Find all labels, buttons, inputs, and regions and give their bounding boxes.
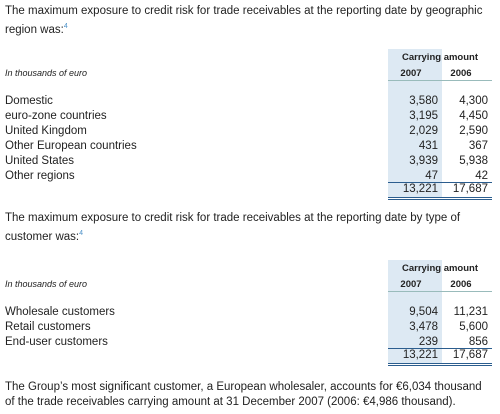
- total-value: 13,221: [402, 349, 438, 361]
- cell-value: 5,938: [459, 155, 488, 167]
- column-header: 2006: [450, 279, 472, 290]
- rule: [388, 182, 492, 183]
- total-value: 13,221: [402, 183, 438, 195]
- total-value: 17,687: [452, 183, 488, 195]
- rule: [388, 348, 492, 349]
- column-header: 2007: [400, 68, 422, 79]
- rule: [388, 80, 492, 81]
- unit-label: In thousands of euro: [5, 68, 88, 78]
- cell-value: 239: [418, 336, 438, 348]
- cell-value: 47: [425, 170, 438, 182]
- rule: [388, 363, 492, 364]
- rule: [388, 199, 492, 200]
- row-label: Domestic: [5, 95, 53, 107]
- rule: [388, 197, 492, 198]
- column-highlight: [388, 49, 442, 198]
- cell-value: 367: [468, 140, 488, 152]
- paragraph: The maximum exposure to credit risk for …: [5, 211, 493, 245]
- column-header: 2006: [450, 68, 472, 79]
- unit-label: In thousands of euro: [5, 279, 88, 289]
- text: The Group’s most significant customer, a…: [5, 381, 482, 408]
- row-label: End-user customers: [5, 336, 108, 348]
- column-highlight: [388, 260, 442, 364]
- cell-value: 3,580: [409, 95, 438, 107]
- cell-value: 3,195: [409, 110, 438, 122]
- total-value: 17,687: [452, 349, 488, 361]
- cell-value: 42: [475, 170, 488, 182]
- cell-value: 5,600: [459, 321, 488, 333]
- cell-value: 4,450: [459, 110, 488, 122]
- cell-value: 11,231: [453, 306, 488, 318]
- footnote: 4: [79, 230, 84, 237]
- cell-value: 4,300: [459, 95, 488, 107]
- paragraph: The maximum exposure to credit risk for …: [5, 4, 493, 38]
- text: The maximum exposure to credit risk for …: [5, 212, 461, 243]
- cell-value: 3,939: [409, 155, 438, 167]
- row-label: United Kingdom: [5, 125, 87, 137]
- footnote: 4: [63, 23, 68, 30]
- cell-value: 2,029: [409, 125, 438, 137]
- cell-value: 856: [468, 336, 488, 348]
- table-header: Carrying amount: [401, 52, 478, 63]
- cell-value: 9,504: [409, 306, 438, 318]
- table-header: Carrying amount: [401, 263, 478, 274]
- row-label: Wholesale customers: [5, 306, 115, 318]
- row-label: euro-zone countries: [5, 110, 107, 122]
- row-label: Other regions: [5, 170, 75, 182]
- row-label: Other European countries: [5, 140, 137, 152]
- text: The maximum exposure to credit risk for …: [5, 5, 483, 36]
- row-label: Retail customers: [5, 321, 91, 333]
- cell-value: 2,590: [459, 125, 488, 137]
- row-label: United States: [5, 155, 75, 167]
- rule: [388, 291, 492, 292]
- cell-value: 431: [418, 140, 438, 152]
- paragraph: The Group’s most significant customer, a…: [5, 380, 493, 410]
- rule: [388, 365, 492, 366]
- column-header: 2007: [400, 279, 422, 290]
- cell-value: 3,478: [409, 321, 438, 333]
